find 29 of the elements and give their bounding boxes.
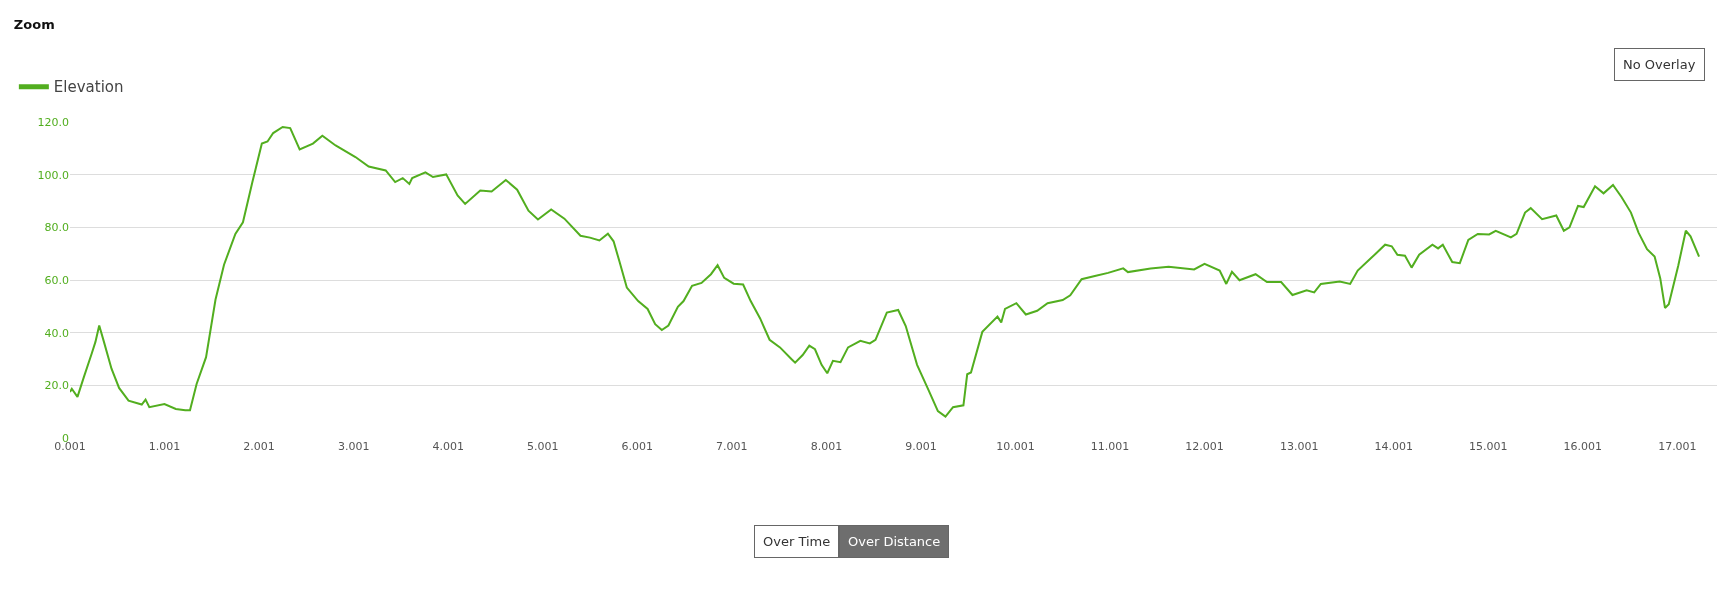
text: Over Distance [848, 534, 941, 549]
y-tick-label: 80.0 [44, 221, 69, 235]
x-tick-label: 12.001 [1185, 440, 1224, 453]
line-series [70, 126, 1701, 418]
y-tick-label: 20.0 [44, 379, 69, 393]
x-tick-label: 9.001 [905, 440, 937, 453]
x-tick-label: 1.001 [148, 440, 181, 453]
y-tick-label: 100.0 [37, 168, 69, 182]
chart-title: Zoom [13, 17, 55, 33]
text: No Overlay [1623, 57, 1696, 72]
x-tick-label: 3.001 [337, 440, 370, 453]
x-tick-label: 14.001 [1374, 440, 1413, 453]
x-tick-label: 8.001 [810, 440, 843, 453]
x-tick-label: 10.001 [996, 440, 1035, 453]
y-tick-label: 120.0 [37, 115, 69, 129]
x-tick-label: 15.001 [1469, 440, 1508, 453]
x-tick-label: 13.001 [1279, 440, 1319, 453]
y-tick-label: 60.0 [44, 273, 69, 287]
x-tick-label: 11.001 [1090, 440, 1130, 453]
x-tick-label: 5.001 [527, 440, 559, 453]
text: Over Time [763, 534, 831, 549]
x-tick-label: 6.001 [621, 440, 654, 453]
x-tick-label: 16.001 [1563, 440, 1603, 453]
x-tick-label: 4.001 [432, 440, 464, 453]
x-tick-label: 17.001 [1658, 440, 1697, 453]
x-tick-label: 7.001 [716, 440, 748, 453]
legend-label: Elevation [53, 78, 124, 97]
x-tick-label: 2.001 [243, 440, 275, 453]
y-tick-label: 40.0 [44, 326, 69, 340]
